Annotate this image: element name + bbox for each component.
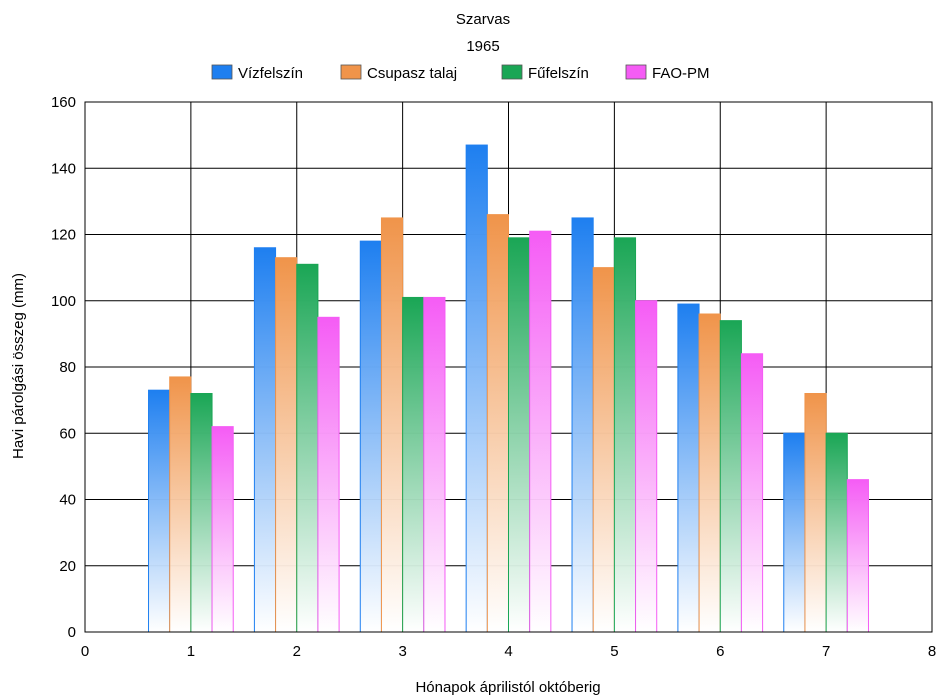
bar-fao-pm-4: [529, 230, 552, 633]
y-tick-label: 120: [51, 227, 76, 244]
bar-fufelszin-6: [719, 320, 742, 633]
bar-fao-pm-7: [846, 479, 869, 633]
bar-fao-pm-2: [317, 316, 340, 633]
bar-fufelszin-2: [296, 263, 319, 633]
legend-label-csupasz-talaj: Csupasz talaj: [367, 65, 457, 82]
bar-csupasz-talaj-5: [592, 267, 615, 633]
bar-vizfelszin-5: [571, 217, 594, 633]
plot-frame: [84, 101, 933, 633]
bar-vizfelszin-3: [359, 240, 382, 633]
bar-fufelszin-3: [402, 296, 425, 633]
y-tick-label: 40: [59, 492, 76, 509]
legend-swatch-csupasz-talaj: [340, 64, 362, 80]
bar-fao-pm-1: [211, 426, 234, 633]
bar-fufelszin-4: [508, 237, 531, 633]
x-tick-label: 0: [81, 643, 89, 660]
x-axis-label: Hónapok áprilistól októberig: [415, 679, 600, 696]
bar-vizfelszin-2: [253, 247, 277, 633]
y-tick-label: 160: [51, 94, 76, 111]
x-tick-label: 2: [293, 643, 301, 660]
y-tick-label: 140: [51, 160, 76, 177]
bar-csupasz-talaj-2: [275, 257, 298, 633]
x-tick-label: 6: [716, 643, 724, 660]
x-tick-label: 3: [398, 643, 406, 660]
bar-fao-pm-3: [423, 296, 446, 633]
x-tick-label: 1: [187, 643, 195, 660]
bar-vizfelszin-4: [465, 144, 488, 633]
y-axis-ticks: 0 20 40 60 80 100 120 140 160: [51, 94, 76, 641]
legend-swatch-vizfelszin: [211, 64, 233, 80]
bar-fao-pm-5: [635, 300, 658, 633]
legend-label-vizfelszin: Vízfelszín: [238, 65, 303, 82]
legend-label-fao-pm: FAO-PM: [652, 65, 710, 82]
chart-title: Szarvas: [456, 11, 510, 28]
legend: Vízfelszín Csupasz talaj Fűfelszín FAO-PM: [211, 64, 710, 82]
legend-swatch-fufelszin: [501, 64, 523, 80]
bar-vizfelszin-6: [677, 303, 700, 633]
y-tick-label: 20: [59, 558, 76, 575]
legend-swatch-fao-pm: [625, 64, 647, 80]
bar-csupasz-talaj-3: [380, 217, 404, 633]
bar-fao-pm-6: [740, 353, 764, 633]
y-tick-label: 80: [59, 359, 76, 376]
bar-csupasz-talaj-4: [486, 214, 510, 633]
y-axis-label: Havi párolgási összeg (mm): [10, 273, 27, 459]
bar-vizfelszin-1: [148, 389, 171, 633]
bar-csupasz-talaj-7: [804, 393, 827, 633]
x-tick-label: 7: [822, 643, 830, 660]
bars: [148, 144, 869, 633]
y-tick-label: 0: [68, 624, 76, 641]
x-tick-label: 5: [610, 643, 618, 660]
bar-vizfelszin-7: [783, 432, 806, 633]
bar-csupasz-talaj-1: [169, 376, 192, 633]
bar-csupasz-talaj-6: [698, 313, 721, 633]
bar-fufelszin-5: [613, 237, 637, 633]
bar-fufelszin-1: [190, 393, 213, 633]
legend-label-fufelszin: Fűfelszín: [528, 65, 589, 82]
y-tick-label: 100: [51, 293, 76, 310]
x-tick-label: 8: [928, 643, 936, 660]
chart-subtitle: 1965: [466, 38, 499, 55]
x-axis-ticks: 0 1 2 3 4 5 6 7 8: [81, 643, 936, 660]
bar-fufelszin-7: [825, 432, 848, 633]
y-tick-label: 60: [59, 425, 76, 442]
x-tick-label: 4: [504, 643, 512, 660]
